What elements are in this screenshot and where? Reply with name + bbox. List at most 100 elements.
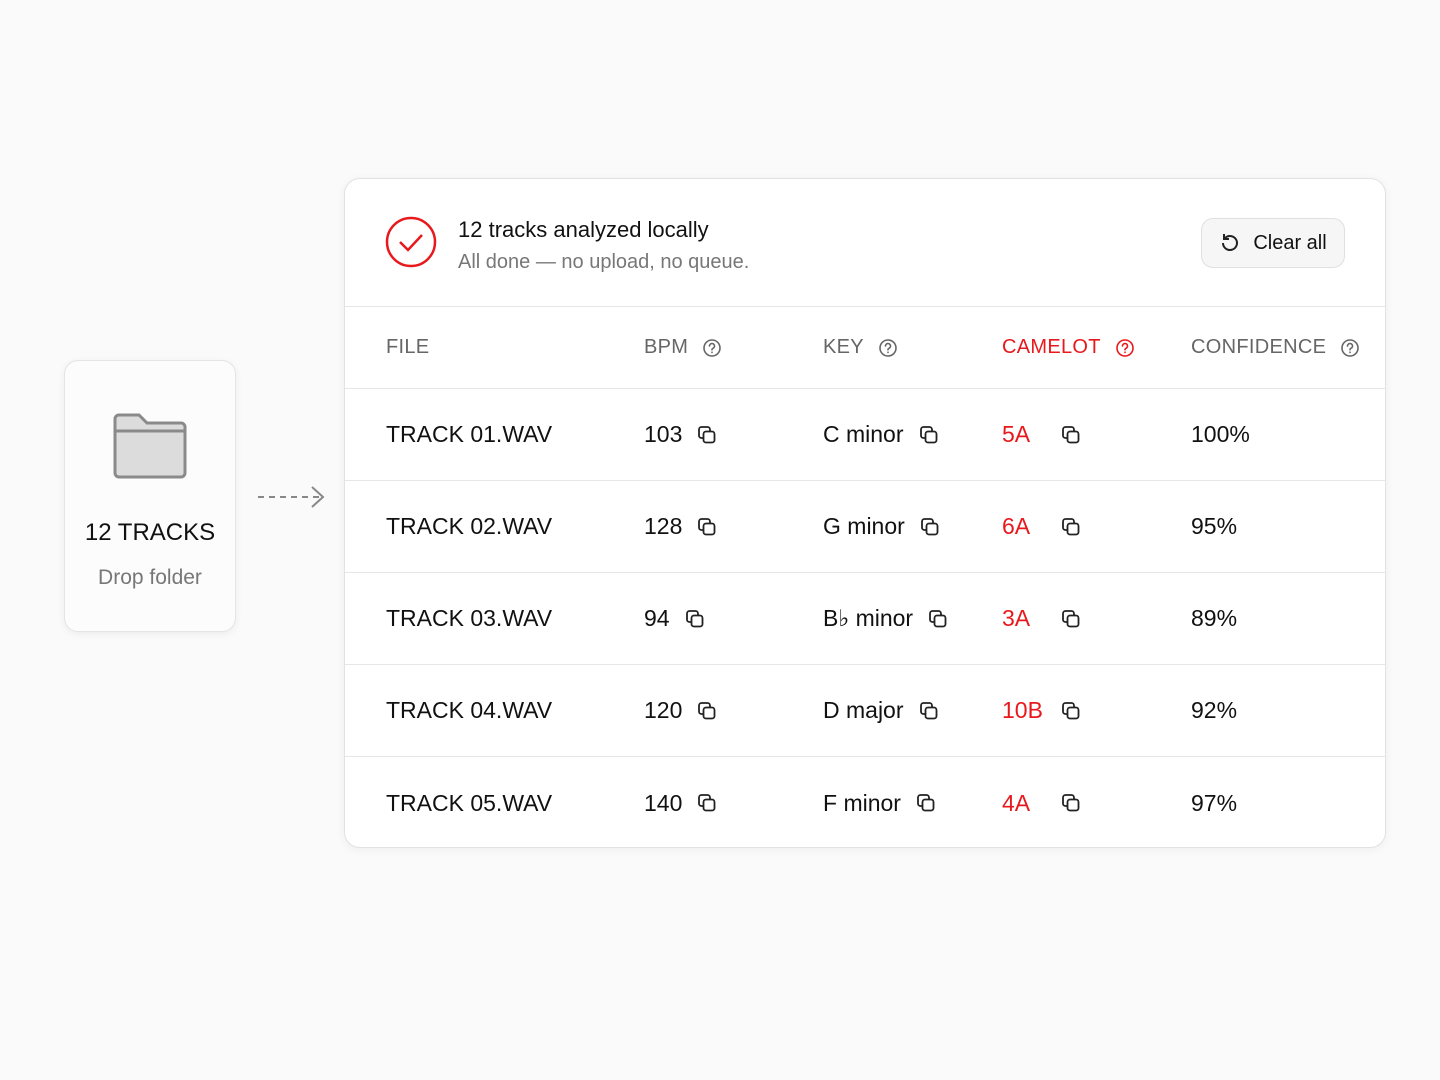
column-header: CONFIDENCE: [1191, 336, 1385, 359]
cell-confidence: 100%: [1191, 421, 1385, 448]
help-circle: [879, 338, 897, 357]
cell-text: G minor: [823, 513, 905, 539]
cell-text: 94: [644, 605, 670, 631]
track-row: TRACK 01.WAV 103 C minor 5A 100%: [345, 389, 1385, 481]
drop-zone[interactable]: 12 TRACKS Drop folder: [64, 360, 236, 632]
cell-file: TRACK 02.WAV: [386, 513, 644, 540]
cell-file: TRACK 01.WAV: [386, 421, 644, 448]
cell-text: 10B: [1002, 697, 1043, 723]
cell-text: 89%: [1191, 605, 1238, 631]
cell-key: F minor: [823, 790, 1002, 817]
column-title: BPM: [644, 336, 689, 358]
help-icon[interactable]: [1115, 338, 1135, 358]
cell-confidence: 97%: [1191, 790, 1385, 817]
cell-text: 4A: [1002, 789, 1031, 816]
cell-text: 120: [644, 697, 683, 723]
results-card: 12 tracks analyzed locally All done — no…: [344, 178, 1386, 848]
cell-key: B♭ minor: [823, 605, 1002, 632]
copy-button[interactable]: [1060, 700, 1082, 722]
cell-text: 140: [644, 789, 683, 816]
cell-camelot: 4A: [1002, 790, 1191, 817]
copy-button[interactable]: [919, 516, 941, 538]
reset-icon: [1222, 234, 1239, 251]
help-circle: [1115, 338, 1134, 357]
help-icon[interactable]: [878, 338, 898, 358]
copy-front: [1066, 614, 1080, 627]
column-header: CAMELOT: [1002, 336, 1191, 359]
cell-text: TRACK 02.WAV: [386, 513, 553, 539]
cell-file: TRACK 03.WAV: [386, 605, 644, 632]
copy-button[interactable]: [1060, 608, 1082, 630]
cell-bpm: 128: [644, 513, 823, 540]
copy-front: [921, 798, 935, 812]
cell-text: 95%: [1191, 513, 1238, 539]
copy-button[interactable]: [1060, 424, 1082, 446]
column-title: FILE: [386, 336, 430, 358]
cell-file: TRACK 04.WAV: [386, 697, 644, 724]
help-mark: [708, 342, 716, 353]
copy-button[interactable]: [918, 700, 940, 722]
copy-front: [702, 706, 716, 719]
cell-text: 97%: [1191, 789, 1238, 816]
cell-confidence: 95%: [1191, 513, 1385, 540]
cell-key: C minor: [823, 421, 1002, 448]
header-row: FILE BPM KEY CAMELOT CONFIDENCE: [345, 307, 1385, 389]
cell-text: TRACK 03.WAV: [386, 605, 553, 631]
copy-button[interactable]: [696, 516, 718, 538]
copy-front: [924, 430, 937, 443]
copy-button[interactable]: [915, 792, 937, 814]
cell-text: 3A: [1002, 605, 1031, 631]
cell-bpm: 140: [644, 790, 823, 817]
help-mark: [1346, 342, 1354, 353]
check-icon: [385, 216, 437, 268]
cell-text: 103: [644, 421, 683, 447]
cell-text: 92%: [1191, 697, 1238, 723]
copy-button[interactable]: [696, 700, 718, 722]
cell-text: TRACK 01.WAV: [386, 421, 553, 447]
cell-text: B♭ minor: [823, 605, 914, 631]
copy-button[interactable]: [1060, 516, 1082, 538]
status-subtitle: All done — no upload, no queue.: [458, 251, 750, 273]
copy-button[interactable]: [927, 608, 949, 630]
cell-text: F minor: [823, 789, 901, 816]
cell-text: D major: [823, 697, 904, 723]
copy-button[interactable]: [696, 792, 718, 814]
column-header: KEY: [823, 336, 1002, 359]
cell-text: 6A: [1002, 513, 1031, 539]
cell-bpm: 94: [644, 605, 823, 632]
cell-confidence: 89%: [1191, 605, 1385, 632]
copy-button[interactable]: [684, 608, 706, 630]
help-mark: [1121, 342, 1129, 353]
help-icon[interactable]: [702, 338, 722, 358]
copy-front: [702, 522, 716, 535]
copy-front: [702, 798, 716, 812]
column-header: FILE: [386, 336, 644, 359]
copy-button[interactable]: [1060, 792, 1082, 814]
copy-front: [1066, 798, 1080, 812]
copy-front: [1066, 522, 1080, 535]
help-circle: [1341, 338, 1360, 357]
cell-bpm: 103: [644, 421, 823, 448]
cell-confidence: 92%: [1191, 697, 1385, 724]
status-title: 12 tracks analyzed locally: [458, 217, 709, 242]
cell-camelot: 5A: [1002, 421, 1191, 448]
cell-file: TRACK 05.WAV: [386, 790, 644, 817]
column-title: KEY: [823, 336, 864, 358]
track-row: TRACK 05.WAV 140 F minor 4A 97%: [345, 757, 1385, 847]
track-row: TRACK 04.WAV 120 D major 10B 92%: [345, 665, 1385, 757]
copy-front: [1066, 430, 1080, 443]
copy-front: [925, 522, 939, 535]
cell-camelot: 6A: [1002, 513, 1191, 540]
cell-bpm: 120: [644, 697, 823, 724]
copy-button[interactable]: [918, 424, 940, 446]
cell-camelot: 3A: [1002, 605, 1191, 632]
copy-button[interactable]: [696, 424, 718, 446]
help-mark: [884, 342, 892, 353]
help-icon[interactable]: [1340, 338, 1360, 358]
copy-front: [702, 430, 716, 443]
clear-button[interactable]: Clear all: [1201, 218, 1345, 268]
copy-front: [924, 706, 937, 719]
folder-icon: [113, 413, 187, 479]
cell-text: TRACK 05.WAV: [386, 789, 553, 816]
